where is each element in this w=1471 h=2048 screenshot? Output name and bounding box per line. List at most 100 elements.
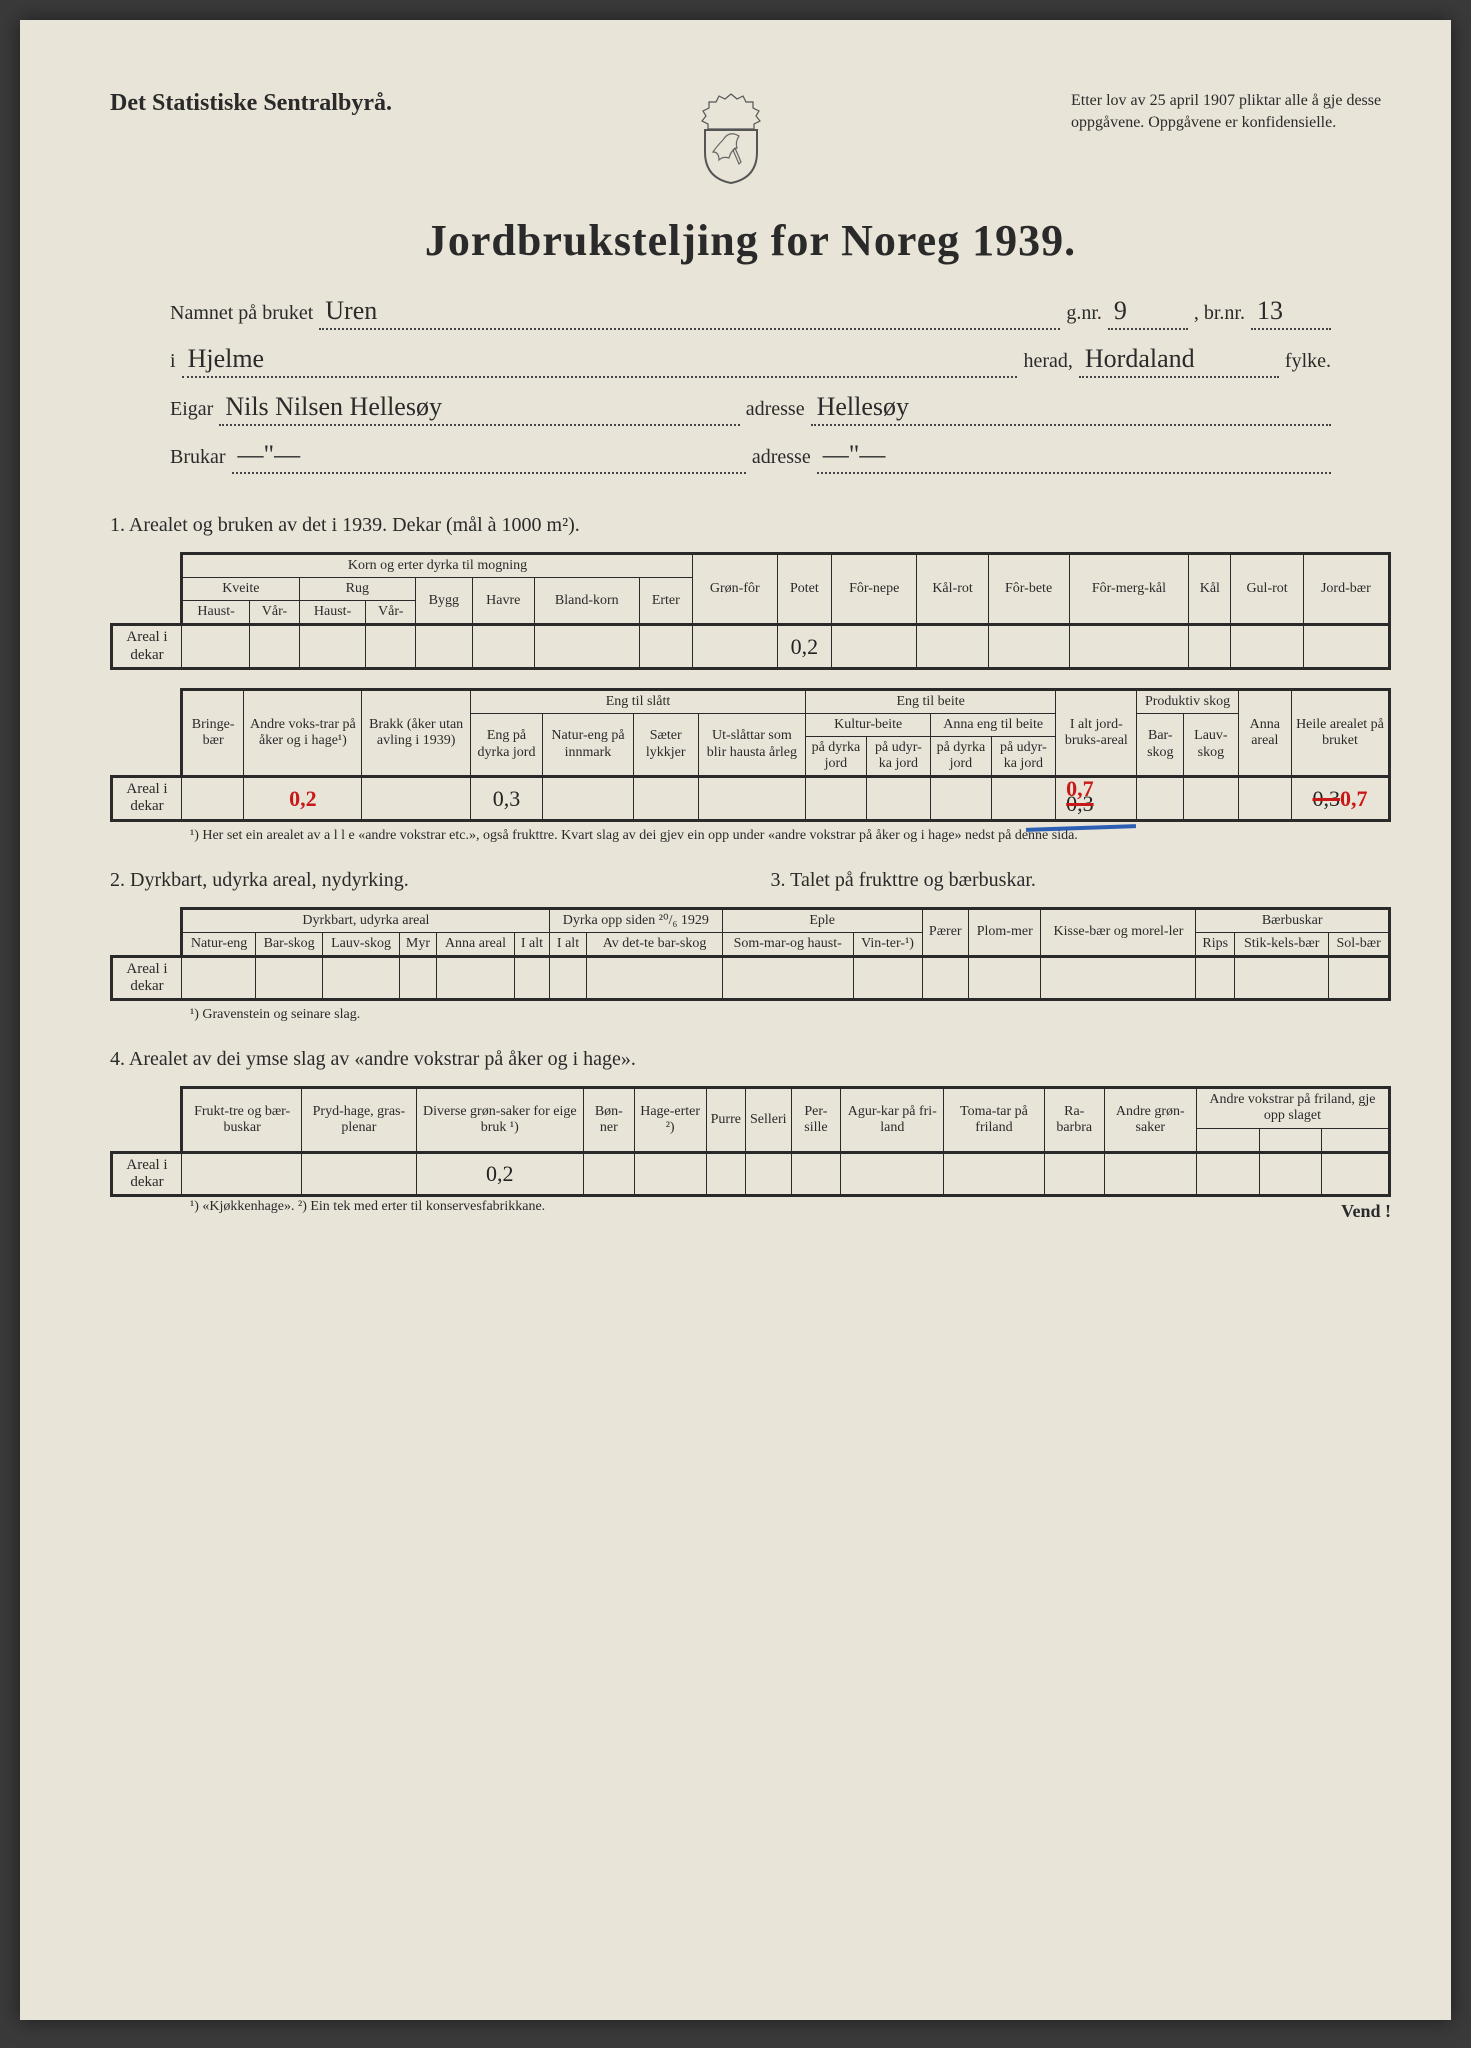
cell[interactable]: [1044, 1152, 1104, 1196]
cell[interactable]: [853, 956, 922, 1000]
h-jordbaer: Jord-bær: [1303, 554, 1389, 625]
h-kal: Kål: [1189, 554, 1231, 625]
cell[interactable]: [299, 625, 366, 669]
cell[interactable]: [692, 625, 777, 669]
cell[interactable]: [366, 625, 416, 669]
cell[interactable]: [302, 1152, 416, 1196]
field-brukar[interactable]: —"—: [232, 440, 746, 474]
cell[interactable]: [1329, 956, 1390, 1000]
cell[interactable]: [1238, 777, 1291, 821]
field-eigar[interactable]: Nils Nilsen Hellesøy: [219, 392, 739, 426]
cell[interactable]: [323, 956, 400, 1000]
cell[interactable]: [866, 777, 931, 821]
cell[interactable]: [1041, 956, 1196, 1000]
field-fylke[interactable]: Hordaland: [1079, 344, 1279, 378]
legal-note: Etter lov av 25 april 1907 pliktar alle …: [1071, 90, 1391, 133]
field-brukar-adresse[interactable]: —"—: [817, 440, 1331, 474]
field-namnet[interactable]: Uren: [319, 296, 1060, 330]
h-lauvskog2: Lauv-skog: [323, 932, 400, 956]
cell[interactable]: [722, 956, 853, 1000]
cell[interactable]: [922, 956, 968, 1000]
cell[interactable]: [1069, 625, 1189, 669]
cell[interactable]: [1303, 625, 1389, 669]
h-dyrka-opp: Dyrka opp siden ²⁰/₆ 1929: [549, 908, 722, 932]
cell[interactable]: [988, 625, 1069, 669]
h-persille: Per-sille: [791, 1088, 841, 1152]
cell[interactable]: [944, 1152, 1044, 1196]
field-i[interactable]: Hjelme: [182, 344, 1018, 378]
cell[interactable]: [182, 777, 244, 821]
section2-title: 2. Dyrkbart, udyrka areal, nydyrking.: [110, 869, 731, 892]
h-bygg: Bygg: [415, 578, 472, 625]
cell[interactable]: [1259, 1152, 1322, 1196]
cell[interactable]: [182, 956, 256, 1000]
cell[interactable]: [931, 777, 991, 821]
cell[interactable]: [515, 956, 550, 1000]
h-blank3: [1322, 1128, 1390, 1152]
cell-andre-vokstrar[interactable]: 0,2: [244, 777, 362, 821]
h-purre: Purre: [706, 1088, 745, 1152]
field-adresse[interactable]: Hellesøy: [811, 392, 1331, 426]
cell[interactable]: [968, 956, 1041, 1000]
cell[interactable]: [182, 625, 250, 669]
cell[interactable]: [1137, 777, 1184, 821]
cell[interactable]: [917, 625, 988, 669]
cell[interactable]: [436, 956, 514, 1000]
h-rips: Rips: [1196, 932, 1235, 956]
cell[interactable]: [362, 777, 470, 821]
h-ialt-jord: I alt jord-bruks-areal: [1056, 689, 1137, 776]
cell[interactable]: [587, 956, 723, 1000]
cell[interactable]: [745, 1152, 791, 1196]
cell[interactable]: [1196, 1152, 1259, 1196]
cell[interactable]: [698, 777, 806, 821]
cell[interactable]: [791, 1152, 841, 1196]
h-avdette: Av det-te bar-skog: [587, 932, 723, 956]
cell[interactable]: [639, 625, 692, 669]
field-brnr[interactable]: 13: [1251, 296, 1331, 330]
cell[interactable]: [543, 777, 634, 821]
h-tomatar: Toma-tar på friland: [944, 1088, 1044, 1152]
h-myr: Myr: [399, 932, 436, 956]
cell[interactable]: [634, 1152, 706, 1196]
cell[interactable]: [182, 1152, 302, 1196]
cell[interactable]: [1235, 956, 1329, 1000]
cell-diverse[interactable]: 0,2: [416, 1152, 584, 1196]
h-diverse: Diverse grøn-saker for eige bruk ¹): [416, 1088, 584, 1152]
cell[interactable]: [584, 1152, 635, 1196]
cell[interactable]: [549, 956, 586, 1000]
cell[interactable]: [256, 956, 323, 1000]
cell[interactable]: [1322, 1152, 1390, 1196]
cell[interactable]: [250, 625, 300, 669]
cell[interactable]: [399, 956, 436, 1000]
cell[interactable]: [1189, 625, 1231, 669]
cell-eng-dyrka[interactable]: 0,3: [470, 777, 542, 821]
cell[interactable]: [415, 625, 472, 669]
cell-heile[interactable]: 0,30,7: [1291, 777, 1389, 821]
cell[interactable]: [1104, 1152, 1196, 1196]
cell-ialt[interactable]: 0,7 0,3: [1056, 777, 1137, 821]
cell[interactable]: [472, 625, 534, 669]
cell[interactable]: [706, 1152, 745, 1196]
cell[interactable]: [806, 777, 866, 821]
cell[interactable]: [1196, 956, 1235, 1000]
h-dyrkbart: Dyrkbart, udyrka areal: [182, 908, 550, 932]
cell[interactable]: [832, 625, 917, 669]
h-ialt2a: I alt: [515, 932, 550, 956]
section3-title: 3. Talet på frukttre og bærbuskar.: [771, 869, 1392, 892]
field-gnr[interactable]: 9: [1108, 296, 1188, 330]
cell[interactable]: [534, 625, 639, 669]
h-natureng2: Natur-eng: [182, 932, 256, 956]
cell-potet[interactable]: 0,2: [777, 625, 831, 669]
cell[interactable]: [991, 777, 1056, 821]
h-bringebaer: Bringe-bær: [182, 689, 244, 776]
cell[interactable]: [1231, 625, 1303, 669]
h-eple: Eple: [722, 908, 922, 932]
coat-of-arms-icon: [691, 90, 771, 185]
cell[interactable]: [1184, 777, 1239, 821]
h-kulturbeite: Kultur-beite: [806, 713, 931, 736]
cell[interactable]: [841, 1152, 944, 1196]
cell[interactable]: [633, 777, 698, 821]
rowlabel-23: Areal i dekar: [112, 956, 182, 1000]
rowlabel-4: Areal i dekar: [112, 1152, 182, 1196]
table1a: Korn og erter dyrka til mogning Grøn-fôr…: [110, 552, 1391, 670]
